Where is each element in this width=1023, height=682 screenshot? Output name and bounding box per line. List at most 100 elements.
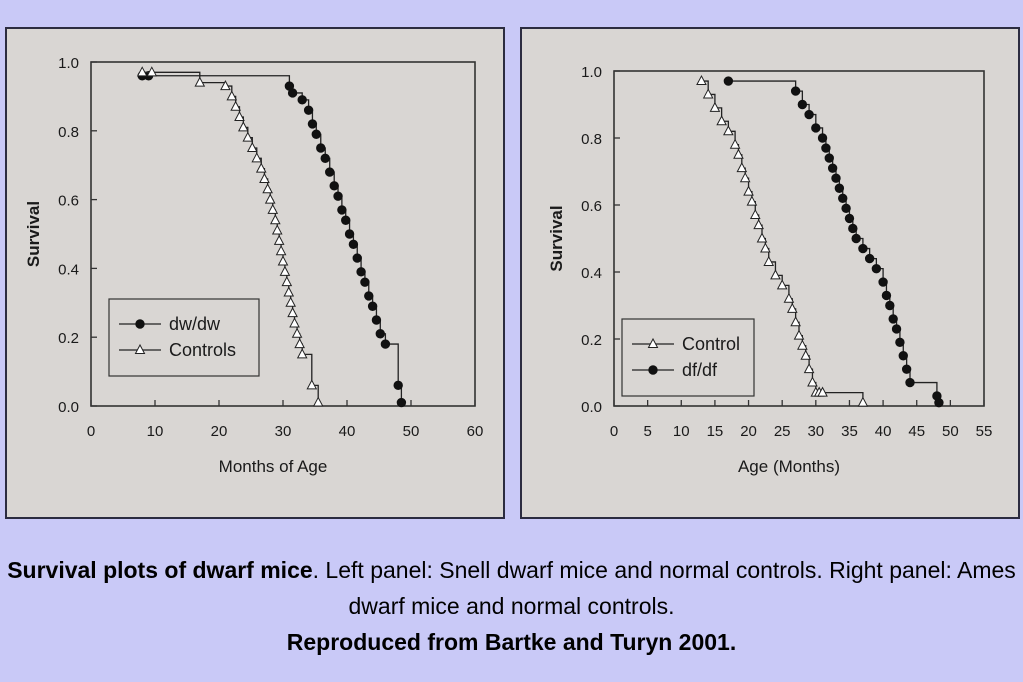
data-point bbox=[753, 219, 764, 230]
data-point bbox=[291, 327, 303, 338]
figure-caption: Survival plots of dwarf mice. Left panel… bbox=[0, 552, 1023, 660]
x-tick-label: 0 bbox=[87, 423, 95, 440]
y-tick-label: 0.8 bbox=[581, 131, 602, 148]
data-point bbox=[344, 229, 355, 239]
data-point bbox=[289, 317, 300, 328]
data-point bbox=[267, 203, 279, 214]
data-point bbox=[797, 99, 808, 110]
data-point bbox=[296, 348, 308, 359]
data-point bbox=[749, 208, 761, 220]
x-tick-label: 35 bbox=[841, 423, 858, 440]
data-point bbox=[888, 314, 898, 324]
data-point bbox=[226, 90, 238, 101]
data-point bbox=[743, 185, 754, 196]
data-point bbox=[770, 269, 781, 280]
data-point bbox=[736, 162, 748, 173]
y-tick-label: 0.4 bbox=[581, 265, 602, 282]
data-point bbox=[273, 234, 285, 245]
data-point bbox=[375, 329, 385, 339]
x-tick-label: 0 bbox=[610, 423, 618, 440]
right-survival-chart-panel: 0.0 0.2 0.4 0.6 0.8 1.0 0 5 10 15 20 25 30 35 40 45 50 55… bbox=[520, 27, 1020, 519]
data-point bbox=[312, 396, 324, 407]
legend-label: Controls bbox=[169, 340, 236, 360]
data-point bbox=[237, 121, 249, 132]
y-tick-label: 1.0 bbox=[581, 64, 602, 81]
data-point bbox=[230, 100, 241, 111]
data-point bbox=[251, 152, 263, 163]
data-point bbox=[841, 203, 851, 214]
data-point bbox=[786, 302, 798, 313]
legend: Control df/df bbox=[621, 318, 755, 397]
x-axis-label: Months of Age bbox=[219, 457, 328, 476]
data-point bbox=[891, 324, 902, 334]
data-point bbox=[878, 277, 888, 287]
data-point bbox=[271, 224, 283, 235]
data-point bbox=[262, 183, 273, 194]
data-point bbox=[341, 215, 351, 225]
x-tick-label: 20 bbox=[211, 423, 228, 440]
data-point bbox=[337, 205, 347, 215]
data-point bbox=[279, 265, 291, 276]
data-point bbox=[306, 379, 318, 390]
data-point bbox=[723, 76, 734, 86]
left-survival-chart: 0.0 0.2 0.4 0.6 0.8 1.0 0 10 20 30 40 50 60 Months of… bbox=[24, 55, 483, 476]
series-df/df bbox=[723, 76, 944, 408]
data-point bbox=[277, 255, 289, 266]
x-tick-label: 55 bbox=[976, 423, 993, 440]
data-point bbox=[800, 349, 812, 360]
data-point bbox=[895, 337, 905, 348]
plot-frame bbox=[613, 70, 985, 407]
data-point bbox=[307, 119, 318, 129]
data-point bbox=[790, 316, 801, 327]
data-point bbox=[760, 242, 771, 253]
legend-label: dw/dw bbox=[169, 314, 221, 334]
data-point bbox=[348, 239, 359, 250]
data-point bbox=[702, 88, 714, 99]
data-point bbox=[242, 131, 254, 142]
x-tick-label: 50 bbox=[403, 423, 420, 440]
data-point bbox=[396, 397, 407, 408]
data-point bbox=[831, 173, 841, 183]
data-point bbox=[790, 86, 801, 96]
legend-marker bbox=[135, 319, 145, 329]
data-point bbox=[146, 66, 158, 77]
data-point bbox=[275, 245, 287, 256]
legend-label: Control bbox=[682, 334, 740, 354]
x-tick-label: 40 bbox=[339, 423, 356, 440]
x-tick-label: 5 bbox=[643, 423, 651, 440]
data-point bbox=[246, 141, 258, 152]
data-point bbox=[255, 162, 267, 173]
legend-marker bbox=[134, 343, 146, 354]
x-axis-label: Age (Months) bbox=[738, 457, 840, 476]
caption-reference-text: Reproduced from Bartke and Turyn 2001. bbox=[286, 629, 737, 655]
data-point bbox=[881, 290, 892, 301]
data-point bbox=[264, 193, 276, 204]
data-point bbox=[834, 183, 845, 193]
y-axis-label: Survival bbox=[547, 205, 566, 271]
x-tick-label: 45 bbox=[908, 423, 925, 440]
caption-line-main: Survival plots of dwarf mice. Left panel… bbox=[0, 552, 1023, 624]
data-point bbox=[325, 167, 335, 177]
data-point bbox=[871, 263, 882, 274]
data-point bbox=[746, 195, 758, 206]
data-point bbox=[220, 80, 231, 91]
data-point bbox=[803, 363, 815, 374]
x-tick-label: 25 bbox=[774, 423, 791, 440]
data-point bbox=[367, 301, 378, 311]
data-point bbox=[364, 291, 374, 301]
data-point bbox=[360, 277, 370, 287]
data-point bbox=[356, 267, 366, 277]
y-tick-label: 0.2 bbox=[58, 330, 79, 347]
data-point bbox=[827, 163, 838, 173]
data-point bbox=[838, 193, 848, 204]
legend: dw/dw Controls bbox=[108, 298, 260, 377]
left-survival-chart-panel: 0.0 0.2 0.4 0.6 0.8 1.0 0 10 20 30 40 50 60 Months of… bbox=[5, 27, 505, 519]
data-point bbox=[371, 315, 382, 325]
caption-text: . Left panel: Snell dwarf mice and norma… bbox=[312, 557, 1016, 619]
data-point bbox=[281, 276, 293, 287]
legend-label: df/df bbox=[682, 360, 718, 380]
data-point bbox=[136, 66, 148, 77]
data-point bbox=[817, 386, 828, 397]
y-tick-label: 0.6 bbox=[581, 198, 602, 215]
data-point bbox=[934, 397, 944, 408]
